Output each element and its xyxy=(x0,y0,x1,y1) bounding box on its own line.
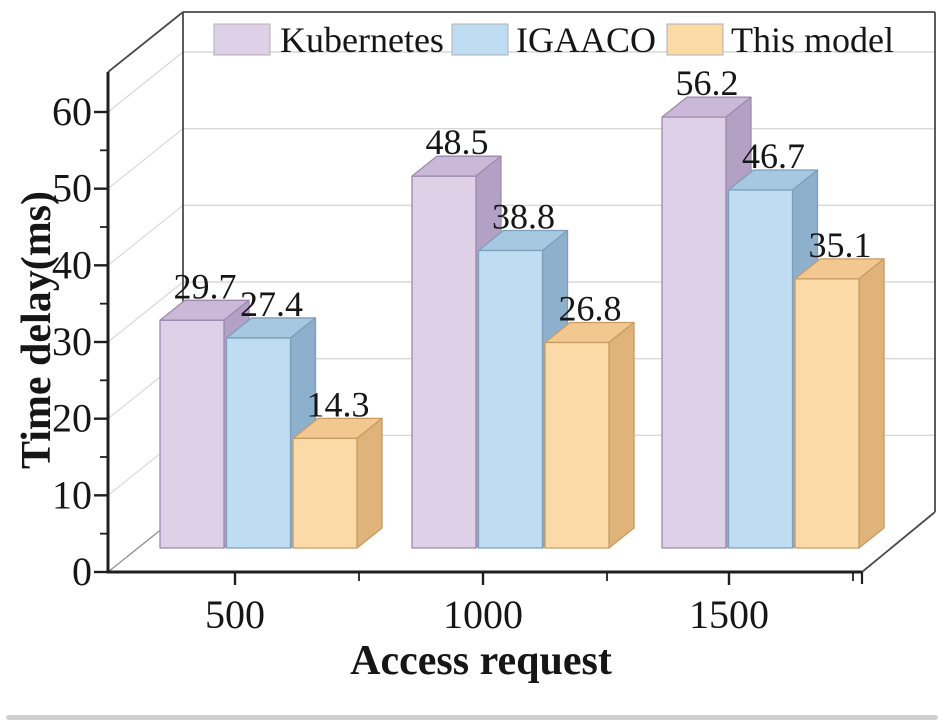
x-tick-label: 1500 xyxy=(689,592,769,637)
bar-front xyxy=(544,341,610,549)
bar-value-label: 35.1 xyxy=(809,225,872,265)
bar-value-label: 46.7 xyxy=(742,136,805,176)
bar-side xyxy=(608,321,635,549)
legend-swatch xyxy=(213,23,271,56)
bar-front xyxy=(225,337,292,549)
chart-frame-line xyxy=(861,511,936,573)
bar-front xyxy=(159,319,225,549)
left-wall-gridline xyxy=(107,128,184,190)
y-tick-label: 30 xyxy=(52,319,92,364)
y-tick-label: 0 xyxy=(72,549,92,594)
bar-value-label: 56.2 xyxy=(676,63,739,103)
left-wall-gridline xyxy=(107,204,184,266)
y-tick-label: 60 xyxy=(52,89,92,134)
x-tick-label: 500 xyxy=(205,592,265,637)
y-tick-label: 50 xyxy=(52,166,92,211)
left-wall-gridline xyxy=(107,51,184,113)
legend-swatch xyxy=(666,23,724,56)
bar-front xyxy=(661,116,727,549)
legend-label: IGAACO xyxy=(516,20,656,60)
chart-frame-line xyxy=(107,11,184,73)
x-tick-label: 1000 xyxy=(443,592,523,637)
bar-value-label: 29.7 xyxy=(174,266,237,306)
bar-value-label: 14.3 xyxy=(307,384,370,424)
horizontal-scrollbar[interactable] xyxy=(6,715,938,720)
bar-front xyxy=(292,437,358,549)
bar-front xyxy=(727,189,794,549)
legend-label: Kubernetes xyxy=(280,20,444,60)
left-wall-gridline xyxy=(107,281,184,343)
y-tick-label: 40 xyxy=(52,242,92,287)
bar-value-label: 38.8 xyxy=(492,197,555,237)
y-tick-label: 20 xyxy=(52,396,92,441)
y-axis-title: Time delay(ms) xyxy=(14,191,60,469)
bar-value-label: 26.8 xyxy=(559,289,622,329)
legend-swatch xyxy=(451,23,509,56)
bar-side xyxy=(858,258,885,549)
bar-value-label: 48.5 xyxy=(426,122,489,162)
legend-label: This model xyxy=(731,20,894,60)
bar-front xyxy=(477,249,544,549)
bar-front xyxy=(411,175,477,549)
x-axis-title: Access request xyxy=(350,638,612,684)
bar-front xyxy=(794,278,860,549)
bar-value-label: 27.4 xyxy=(240,284,303,324)
bar-side xyxy=(356,417,383,549)
y-tick-label: 10 xyxy=(52,472,92,517)
